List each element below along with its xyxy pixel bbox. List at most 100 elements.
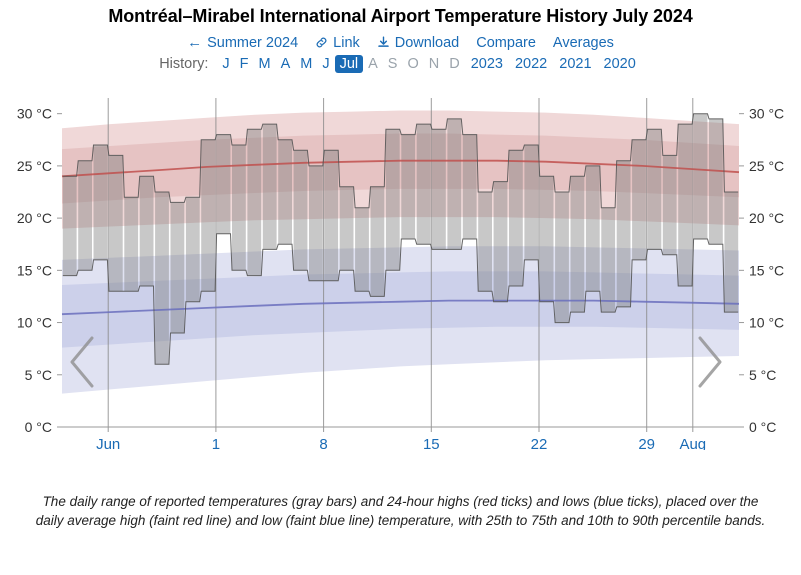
history-bar: History: J F M A M J Jul A S O N D 2023 2022 2021 2020: [0, 55, 801, 73]
history-label: History:: [159, 56, 209, 72]
range-bar: [616, 160, 631, 307]
month-chip-3[interactable]: A: [280, 56, 291, 72]
y-label-right-2: 10 °C: [749, 315, 784, 331]
y-label-left-3: 15 °C: [17, 262, 52, 278]
link-label: Link: [333, 34, 360, 51]
temperature-chart: 0 °C 0 °C 5 °C 5 °C 10 °C 10 °C 15 °C 15 °C 20 °…: [0, 80, 801, 450]
link-button[interactable]: Link: [315, 35, 360, 51]
x-label-4: 22: [531, 436, 548, 450]
y-label-right-5: 25 °C: [749, 158, 784, 174]
range-bar: [324, 150, 339, 281]
band-low-25-75: [62, 271, 739, 348]
x-label-3: 15: [423, 436, 440, 450]
chevron-left-icon[interactable]: [70, 336, 94, 388]
chevron-right-path: [698, 336, 722, 388]
year-chip-2020[interactable]: 2020: [603, 56, 636, 72]
x-label-1: 1: [212, 436, 220, 450]
range-bar: [370, 186, 385, 297]
range-bar: [555, 192, 569, 323]
chart-svg: 0 °C 0 °C 5 °C 5 °C 10 °C 10 °C 15 °C 15 °C 20 °…: [17, 98, 784, 450]
range-bar: [678, 124, 692, 286]
range-bar: [401, 134, 416, 239]
page-title: Montréal–Mirabel International Airport T…: [108, 6, 693, 26]
range-bar: [216, 134, 231, 234]
range-bar: [309, 165, 323, 281]
range-bar: [662, 155, 677, 255]
year-chip-2022[interactable]: 2022: [514, 56, 548, 72]
month-chip-5[interactable]: J: [322, 56, 330, 72]
avg-high-line: [61, 159, 740, 178]
y-label-right-3: 15 °C: [749, 262, 784, 278]
range-bar: [139, 176, 154, 286]
range-bar: [78, 160, 92, 271]
range-bar: [108, 155, 123, 292]
range-bar: [232, 145, 246, 271]
download-button[interactable]: Download: [377, 34, 460, 51]
range-bar: [601, 207, 616, 313]
month-chip-8[interactable]: S: [387, 56, 398, 72]
chevron-right-icon[interactable]: [698, 336, 722, 388]
range-bar: [524, 145, 539, 260]
year-selector: 2023 2022 2021 2020: [465, 56, 642, 72]
month-chip-9[interactable]: O: [407, 56, 419, 72]
range-bar: [647, 129, 662, 250]
y-label-left-6: 30 °C: [17, 106, 52, 122]
range-bar: [724, 192, 739, 313]
month-chip-10[interactable]: N: [428, 56, 440, 72]
y-label-left-0: 0 °C: [25, 419, 52, 435]
y-label-right-6: 30 °C: [749, 106, 784, 122]
range-bar: [185, 197, 200, 302]
avg-low-line: [61, 299, 740, 316]
x-label-2: 8: [319, 436, 327, 450]
range-bar: [709, 118, 723, 245]
y-label-right-0: 0 °C: [749, 419, 776, 435]
y-label-left-2: 10 °C: [17, 315, 52, 331]
y-label-right-1: 5 °C: [749, 367, 776, 383]
range-bar: [539, 176, 554, 302]
range-bar: [278, 139, 292, 245]
month-chip-11[interactable]: D: [449, 56, 460, 72]
y-label-right-4: 20 °C: [749, 210, 784, 226]
arrow-left-icon: ←: [187, 34, 203, 51]
range-bar: [247, 129, 262, 276]
range-bar: [201, 139, 215, 292]
range-bar: [124, 197, 139, 292]
range-bar: [462, 134, 477, 239]
range-bar: [447, 118, 462, 250]
range-bar: [416, 124, 431, 245]
year-chip-2023[interactable]: 2023: [470, 56, 503, 72]
range-bar: [493, 181, 508, 302]
y-label-left-5: 25 °C: [17, 158, 52, 174]
download-label: Download: [394, 34, 460, 51]
range-bar: [693, 113, 708, 239]
year-chip-2021[interactable]: 2021: [559, 56, 592, 72]
month-chip-6[interactable]: Jul: [334, 55, 364, 73]
range-bar: [93, 145, 108, 260]
month-chip-4[interactable]: M: [300, 56, 313, 72]
range-bar: [155, 192, 169, 365]
averages-link[interactable]: Averages: [552, 34, 614, 51]
range-bar: [262, 124, 277, 250]
range-bar: [355, 207, 369, 292]
range-bar: [339, 186, 354, 271]
range-bar: [293, 150, 308, 271]
link-icon: [316, 37, 327, 48]
daily-low-trace: [62, 233, 739, 365]
month-chip-7[interactable]: A: [368, 56, 378, 72]
y-label-left-1: 5 °C: [25, 367, 52, 383]
range-bar: [478, 192, 492, 292]
range-bar: [632, 139, 646, 260]
range-bar: [170, 202, 185, 333]
back-label: Summer 2024: [207, 34, 299, 51]
month-chip-0[interactable]: J: [222, 56, 230, 72]
nav-bar: ← Summer 2024 Link Download Compare Aver…: [0, 34, 801, 51]
back-to-summer-link[interactable]: ← Summer 2024: [187, 34, 298, 51]
daily-high-trace: [62, 113, 739, 209]
range-bar: [385, 129, 400, 271]
compare-link[interactable]: Compare: [476, 34, 536, 51]
range-bar: [62, 176, 77, 276]
month-chip-1[interactable]: F: [239, 56, 249, 72]
month-chip-2[interactable]: M: [258, 56, 271, 72]
range-bar: [585, 165, 600, 292]
